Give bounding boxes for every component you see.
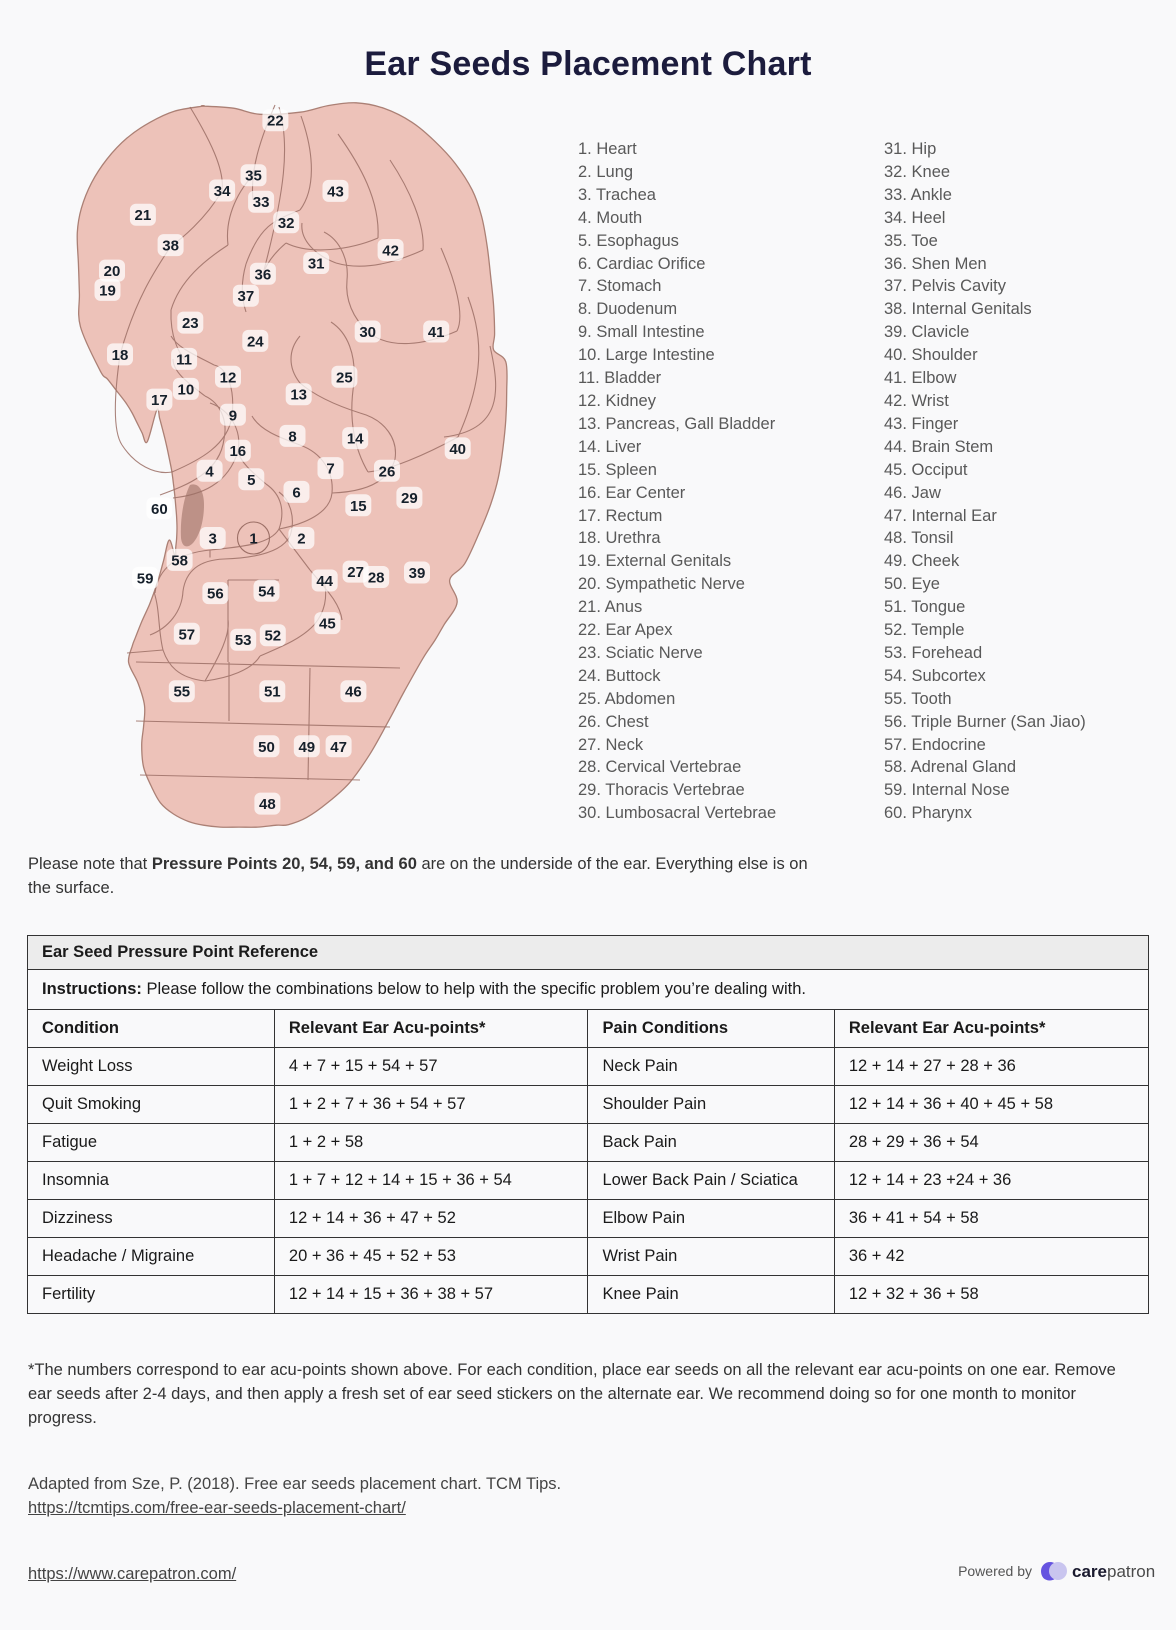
svg-text:33: 33 [253, 194, 270, 211]
svg-text:1: 1 [249, 531, 257, 548]
svg-text:7: 7 [326, 461, 334, 478]
svg-text:21: 21 [135, 207, 152, 224]
svg-text:44: 44 [316, 573, 333, 590]
svg-text:34: 34 [214, 183, 231, 200]
svg-text:13: 13 [290, 387, 307, 404]
svg-text:52: 52 [264, 628, 281, 645]
svg-text:2: 2 [297, 531, 305, 548]
svg-text:26: 26 [379, 463, 396, 480]
svg-text:42: 42 [382, 243, 399, 260]
svg-text:27: 27 [347, 564, 364, 581]
svg-text:50: 50 [258, 739, 275, 756]
svg-text:19: 19 [99, 282, 116, 299]
svg-text:53: 53 [235, 632, 252, 649]
svg-text:59: 59 [137, 570, 154, 587]
svg-text:47: 47 [330, 739, 347, 756]
svg-text:54: 54 [258, 583, 275, 600]
svg-text:35: 35 [245, 168, 262, 185]
svg-text:carepatron: carepatron [1072, 1562, 1155, 1581]
svg-text:49: 49 [298, 739, 315, 756]
svg-text:32: 32 [278, 215, 295, 232]
svg-text:55: 55 [173, 684, 190, 701]
svg-text:16: 16 [229, 443, 246, 460]
svg-text:51: 51 [264, 684, 281, 701]
svg-text:5: 5 [247, 472, 255, 489]
svg-text:22: 22 [267, 113, 284, 130]
svg-text:25: 25 [336, 369, 353, 386]
svg-text:18: 18 [112, 347, 129, 364]
svg-text:10: 10 [178, 381, 195, 398]
svg-text:43: 43 [327, 183, 344, 200]
svg-text:46: 46 [345, 684, 362, 701]
svg-text:4: 4 [205, 463, 214, 480]
svg-text:6: 6 [292, 484, 300, 501]
svg-text:38: 38 [162, 238, 179, 255]
svg-text:31: 31 [308, 256, 325, 273]
svg-text:41: 41 [428, 324, 445, 341]
svg-text:29: 29 [401, 490, 418, 507]
svg-text:37: 37 [238, 288, 255, 305]
svg-text:14: 14 [347, 431, 364, 448]
svg-text:20: 20 [104, 263, 121, 280]
svg-text:3: 3 [209, 531, 217, 548]
svg-text:24: 24 [247, 333, 264, 350]
svg-text:48: 48 [259, 796, 276, 813]
svg-text:57: 57 [178, 626, 195, 643]
svg-text:36: 36 [255, 266, 272, 283]
svg-text:40: 40 [449, 441, 466, 458]
svg-text:12: 12 [220, 369, 237, 386]
svg-text:45: 45 [319, 616, 336, 633]
svg-text:17: 17 [151, 392, 168, 409]
svg-text:30: 30 [359, 324, 376, 341]
svg-text:28: 28 [368, 570, 385, 587]
svg-text:23: 23 [182, 315, 199, 332]
svg-text:9: 9 [229, 407, 237, 424]
svg-text:15: 15 [350, 498, 367, 515]
svg-text:56: 56 [207, 586, 224, 603]
svg-text:60: 60 [151, 501, 168, 518]
svg-text:11: 11 [176, 351, 192, 368]
svg-text:39: 39 [409, 565, 426, 582]
svg-text:8: 8 [288, 428, 296, 445]
svg-text:58: 58 [171, 552, 188, 569]
